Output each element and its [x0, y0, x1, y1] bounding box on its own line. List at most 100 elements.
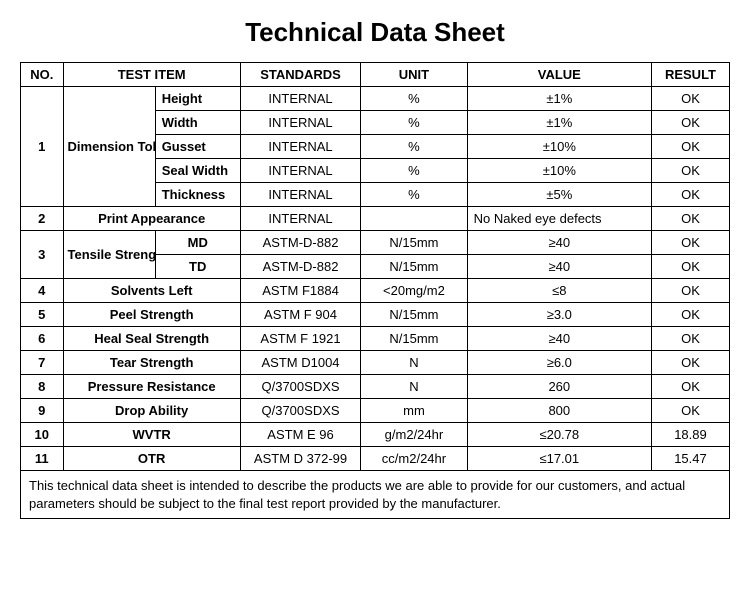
cell-no: 3 — [21, 231, 64, 279]
cell-item: Peel Strength — [63, 303, 240, 327]
cell-unit: <20mg/m2 — [361, 279, 467, 303]
table-row: 2 Print Appearance INTERNAL No Naked eye… — [21, 207, 730, 231]
cell-unit — [361, 207, 467, 231]
cell-subitem: Width — [155, 111, 240, 135]
cell-item: Pressure Resistance — [63, 375, 240, 399]
cell-standards: ASTM F 904 — [240, 303, 361, 327]
cell-group-label: Dimension Tolerence — [63, 87, 155, 207]
cell-standards: INTERNAL — [240, 159, 361, 183]
cell-unit: % — [361, 159, 467, 183]
cell-result: OK — [651, 87, 729, 111]
cell-result: OK — [651, 279, 729, 303]
cell-no: 2 — [21, 207, 64, 231]
cell-subitem: Gusset — [155, 135, 240, 159]
cell-unit: mm — [361, 399, 467, 423]
header-test-item: TEST ITEM — [63, 63, 240, 87]
cell-subitem: TD — [155, 255, 240, 279]
cell-standards: INTERNAL — [240, 111, 361, 135]
cell-standards: ASTM E 96 — [240, 423, 361, 447]
cell-unit: g/m2/24hr — [361, 423, 467, 447]
cell-standards: ASTM F 1921 — [240, 327, 361, 351]
table-row: 7 Tear Strength ASTM D1004 N ≥6.0 OK — [21, 351, 730, 375]
cell-unit: N — [361, 375, 467, 399]
cell-result: 18.89 — [651, 423, 729, 447]
cell-no: 6 — [21, 327, 64, 351]
cell-value: ±5% — [467, 183, 651, 207]
cell-value: ±1% — [467, 111, 651, 135]
cell-subitem: MD — [155, 231, 240, 255]
cell-standards: ASTM F1884 — [240, 279, 361, 303]
cell-result: OK — [651, 183, 729, 207]
cell-value: ≥40 — [467, 255, 651, 279]
cell-value: ≥40 — [467, 231, 651, 255]
table-row: 1 Dimension Tolerence Height INTERNAL % … — [21, 87, 730, 111]
table-row: 8 Pressure Resistance Q/3700SDXS N 260 O… — [21, 375, 730, 399]
cell-standards: ASTM-D-882 — [240, 231, 361, 255]
table-row: 11 OTR ASTM D 372-99 cc/m2/24hr ≤17.01 1… — [21, 447, 730, 471]
cell-unit: % — [361, 87, 467, 111]
cell-result: 15.47 — [651, 447, 729, 471]
cell-item: Heal Seal Strength — [63, 327, 240, 351]
cell-standards: INTERNAL — [240, 207, 361, 231]
cell-value: ±10% — [467, 159, 651, 183]
cell-unit: % — [361, 111, 467, 135]
cell-result: OK — [651, 207, 729, 231]
page-title: Technical Data Sheet — [20, 17, 730, 48]
header-result: RESULT — [651, 63, 729, 87]
cell-result: OK — [651, 255, 729, 279]
cell-unit: cc/m2/24hr — [361, 447, 467, 471]
cell-no: 4 — [21, 279, 64, 303]
cell-unit: N/15mm — [361, 231, 467, 255]
header-standards: STANDARDS — [240, 63, 361, 87]
cell-result: OK — [651, 231, 729, 255]
table-row: 3 Tensile Strength MD ASTM-D-882 N/15mm … — [21, 231, 730, 255]
cell-value: ≥6.0 — [467, 351, 651, 375]
cell-result: OK — [651, 375, 729, 399]
cell-item: Solvents Left — [63, 279, 240, 303]
cell-value: No Naked eye defects — [467, 207, 651, 231]
header-row: NO. TEST ITEM STANDARDS UNIT VALUE RESUL… — [21, 63, 730, 87]
table-row: 6 Heal Seal Strength ASTM F 1921 N/15mm … — [21, 327, 730, 351]
cell-standards: ASTM D1004 — [240, 351, 361, 375]
cell-value: ≤8 — [467, 279, 651, 303]
cell-unit: N — [361, 351, 467, 375]
cell-unit: N/15mm — [361, 327, 467, 351]
cell-standards: Q/3700SDXS — [240, 375, 361, 399]
header-value: VALUE — [467, 63, 651, 87]
cell-value: ≤17.01 — [467, 447, 651, 471]
cell-standards: Q/3700SDXS — [240, 399, 361, 423]
cell-standards: INTERNAL — [240, 87, 361, 111]
table-row: 4 Solvents Left ASTM F1884 <20mg/m2 ≤8 O… — [21, 279, 730, 303]
table-row: 5 Peel Strength ASTM F 904 N/15mm ≥3.0 O… — [21, 303, 730, 327]
cell-no: 11 — [21, 447, 64, 471]
cell-unit: % — [361, 135, 467, 159]
cell-item: WVTR — [63, 423, 240, 447]
table-row: 9 Drop Ability Q/3700SDXS mm 800 OK — [21, 399, 730, 423]
cell-result: OK — [651, 399, 729, 423]
header-unit: UNIT — [361, 63, 467, 87]
cell-no: 8 — [21, 375, 64, 399]
footnote-text: This technical data sheet is intended to… — [21, 471, 730, 519]
cell-standards: INTERNAL — [240, 135, 361, 159]
table-row: 10 WVTR ASTM E 96 g/m2/24hr ≤20.78 18.89 — [21, 423, 730, 447]
cell-result: OK — [651, 303, 729, 327]
footnote-row: This technical data sheet is intended to… — [21, 471, 730, 519]
cell-standards: INTERNAL — [240, 183, 361, 207]
cell-result: OK — [651, 135, 729, 159]
cell-subitem: Height — [155, 87, 240, 111]
header-no: NO. — [21, 63, 64, 87]
cell-unit: % — [361, 183, 467, 207]
cell-subitem: Seal Width — [155, 159, 240, 183]
cell-no: 10 — [21, 423, 64, 447]
cell-item: Tear Strength — [63, 351, 240, 375]
cell-subitem: Thickness — [155, 183, 240, 207]
cell-value: 260 — [467, 375, 651, 399]
cell-value: ≤20.78 — [467, 423, 651, 447]
cell-result: OK — [651, 159, 729, 183]
cell-result: OK — [651, 327, 729, 351]
cell-result: OK — [651, 111, 729, 135]
cell-no: 9 — [21, 399, 64, 423]
data-sheet-table: NO. TEST ITEM STANDARDS UNIT VALUE RESUL… — [20, 62, 730, 519]
cell-value: ≥40 — [467, 327, 651, 351]
cell-item: Print Appearance — [63, 207, 240, 231]
